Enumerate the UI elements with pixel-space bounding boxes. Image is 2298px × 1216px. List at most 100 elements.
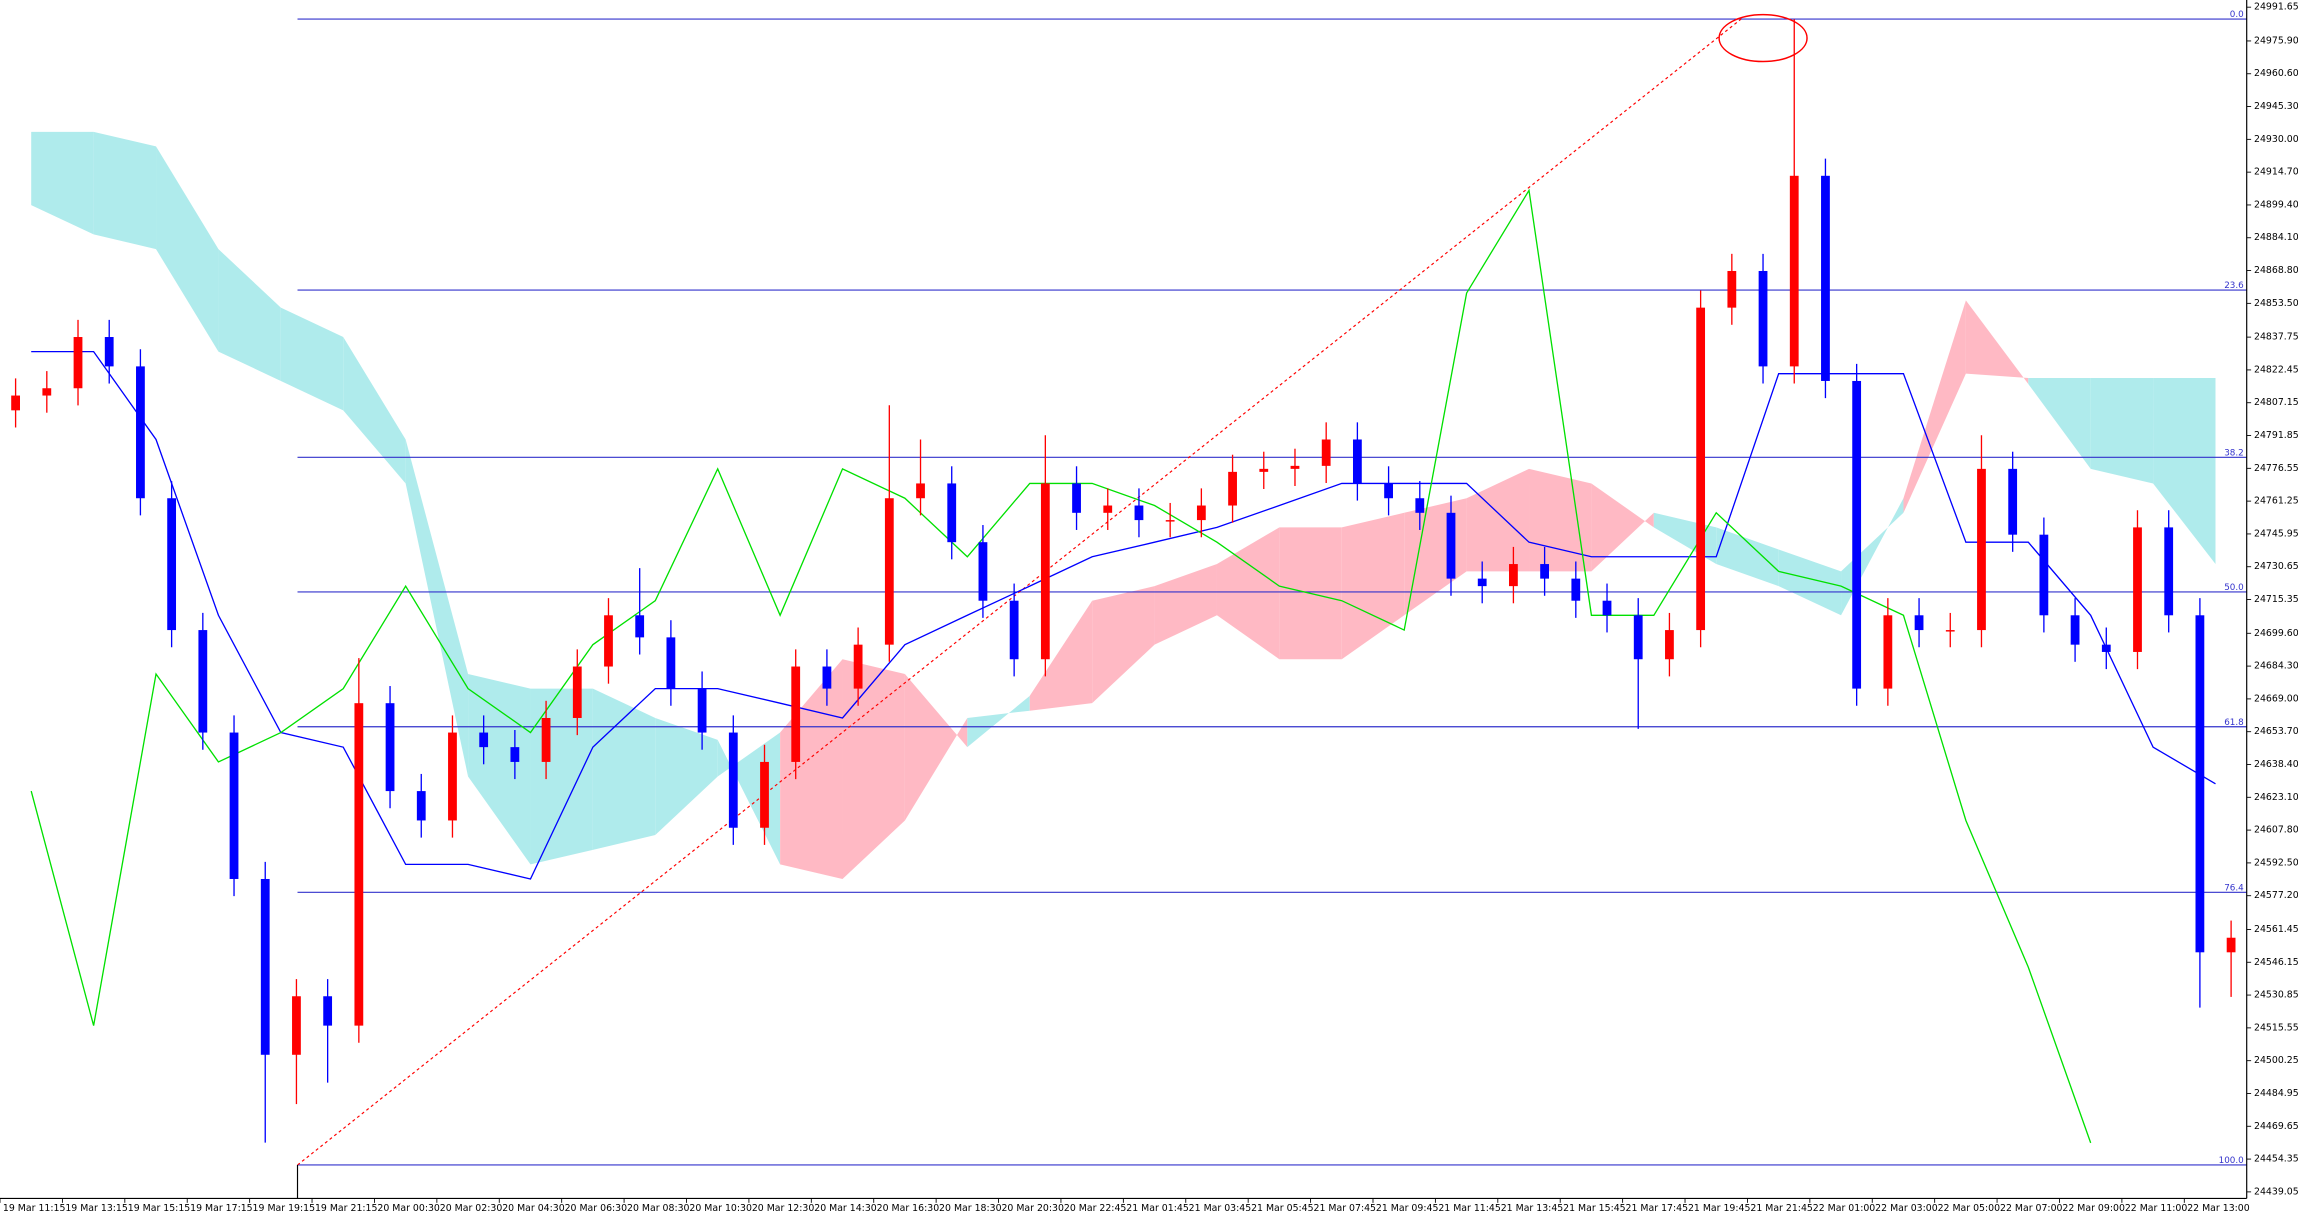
x-tick-label: 21 Mar 11:45 — [1438, 1203, 1501, 1214]
x-tick-label: 20 Mar 06:30 — [565, 1203, 628, 1214]
candle-body — [1103, 505, 1113, 513]
candle-body — [1602, 600, 1612, 616]
candle-body — [11, 395, 20, 411]
y-tick-label: 24638.40 — [2254, 759, 2298, 770]
cloud-segment — [2090, 377, 2154, 484]
y-tick-label: 24837.75 — [2254, 332, 2298, 343]
candle-body — [978, 542, 988, 601]
x-tick-label: 19 Mar 17:15 — [190, 1203, 253, 1214]
x-tick-label: 22 Mar 09:00 — [2062, 1203, 2125, 1214]
y-tick-label: 24684.30 — [2254, 661, 2298, 672]
candle-body — [2226, 937, 2236, 953]
x-tick-label: 19 Mar 13:15 — [65, 1203, 128, 1214]
candle-body — [292, 996, 301, 1055]
candle-body — [104, 337, 114, 367]
cloud-segment — [592, 688, 656, 850]
y-tick-label: 24561.45 — [2254, 924, 2298, 935]
y-tick-label: 24484.95 — [2254, 1088, 2298, 1099]
candle-body — [260, 878, 270, 1055]
y-tick-label: 24776.55 — [2254, 463, 2298, 474]
y-tick-label: 24960.60 — [2254, 68, 2298, 79]
cloud-segment — [1903, 300, 1966, 513]
fib-label: 0.0 — [2230, 10, 2244, 20]
cloud-segment — [1029, 600, 1093, 711]
candle-body — [1883, 615, 1893, 689]
candle-body — [884, 498, 894, 645]
candle-body — [1009, 600, 1019, 660]
x-tick-label: 21 Mar 05:45 — [1251, 1203, 1314, 1214]
candle-body — [697, 688, 707, 733]
x-tick-label: 20 Mar 22:45 — [1064, 1203, 1127, 1214]
indicator-line — [30, 188, 2092, 1144]
candle-body — [448, 732, 457, 821]
candle-body — [479, 732, 489, 748]
x-tick-label: 20 Mar 02:30 — [440, 1203, 503, 1214]
cloud-layer — [31, 131, 2216, 879]
y-tick-label: 24669.00 — [2254, 693, 2298, 704]
candle-body — [1040, 483, 1050, 660]
x-tick-label: 21 Mar 03:45 — [1189, 1203, 1252, 1214]
x-tick-label: 20 Mar 20:30 — [1001, 1203, 1064, 1214]
y-tick-label: 24945.30 — [2254, 101, 2298, 112]
fib-label: 76.4 — [2224, 883, 2244, 893]
indicator-line — [31, 350, 2216, 880]
candle-body — [1665, 630, 1674, 660]
y-tick-label: 24454.35 — [2254, 1154, 2298, 1165]
candle-body — [1352, 439, 1362, 484]
candle-body — [2101, 644, 2111, 652]
x-tick-label: 21 Mar 09:45 — [1376, 1203, 1439, 1214]
candle-body — [416, 791, 426, 821]
candle-body — [1290, 465, 1300, 469]
y-tick-label: 24577.20 — [2254, 890, 2298, 901]
candle-body — [1196, 505, 1206, 521]
fibonacci-layer: 0.0 23.6 38.2 50.0 61.8 76.4 100.0 — [296, 10, 2247, 1199]
candle-body — [1415, 498, 1425, 513]
cloud-segment — [1466, 468, 1530, 572]
candle-body — [1571, 578, 1581, 601]
y-tick-label: 24715.35 — [2254, 594, 2298, 605]
annotation-ellipse — [1718, 13, 1808, 63]
x-tick-label: 22 Mar 07:00 — [2000, 1203, 2063, 1214]
x-tick-label: 21 Mar 19:45 — [1688, 1203, 1751, 1214]
x-tick-label: 21 Mar 15:45 — [1563, 1203, 1626, 1214]
y-tick-label: 24868.80 — [2254, 265, 2298, 276]
x-tick-label: 21 Mar 21:45 — [1750, 1203, 1813, 1214]
cloud-segment — [93, 131, 157, 250]
y-tick-label: 24791.85 — [2254, 430, 2298, 441]
x-tick-label: 20 Mar 00:30 — [377, 1203, 440, 1214]
y-tick-label: 24899.40 — [2254, 199, 2298, 210]
cloud-segment — [1154, 564, 1217, 645]
candle-layer — [11, 19, 2236, 1143]
x-tick-label: 19 Mar 21:15 — [315, 1203, 378, 1214]
candle-body — [1540, 564, 1550, 579]
cloud-segment — [156, 146, 219, 352]
y-tick-label: 24653.70 — [2254, 726, 2298, 737]
cloud-segment — [904, 674, 968, 821]
candle-body — [728, 732, 738, 828]
x-tick-label: 22 Mar 01:00 — [1813, 1203, 1876, 1214]
candle-body — [1446, 512, 1456, 579]
x-tick-label: 20 Mar 04:30 — [502, 1203, 565, 1214]
y-tick-label: 24761.25 — [2254, 496, 2298, 507]
candle-body — [916, 483, 925, 499]
cloud-segment — [343, 337, 406, 484]
candle-body — [1259, 468, 1269, 472]
fib-label: 50.0 — [2224, 583, 2244, 593]
x-tick-label: 20 Mar 08:30 — [627, 1203, 690, 1214]
x-tick-label: 22 Mar 11:00 — [2125, 1203, 2188, 1214]
x-tick-label: 20 Mar 14:30 — [814, 1203, 877, 1214]
candle-body — [604, 615, 613, 667]
y-tick-label: 24500.25 — [2254, 1055, 2298, 1066]
y-tick-label: 24807.15 — [2254, 397, 2298, 408]
cloud-segment — [280, 307, 344, 411]
fib-trendline — [297, 18, 1742, 1166]
x-tick-label: 21 Mar 01:45 — [1126, 1203, 1189, 1214]
cloud-segment — [31, 131, 94, 235]
y-tick-label: 24884.10 — [2254, 232, 2298, 243]
candle-body — [385, 703, 395, 792]
candle-body — [1758, 270, 1768, 367]
y-tick-label: 24515.55 — [2254, 1022, 2298, 1033]
x-tick-label: 21 Mar 17:45 — [1626, 1203, 1689, 1214]
